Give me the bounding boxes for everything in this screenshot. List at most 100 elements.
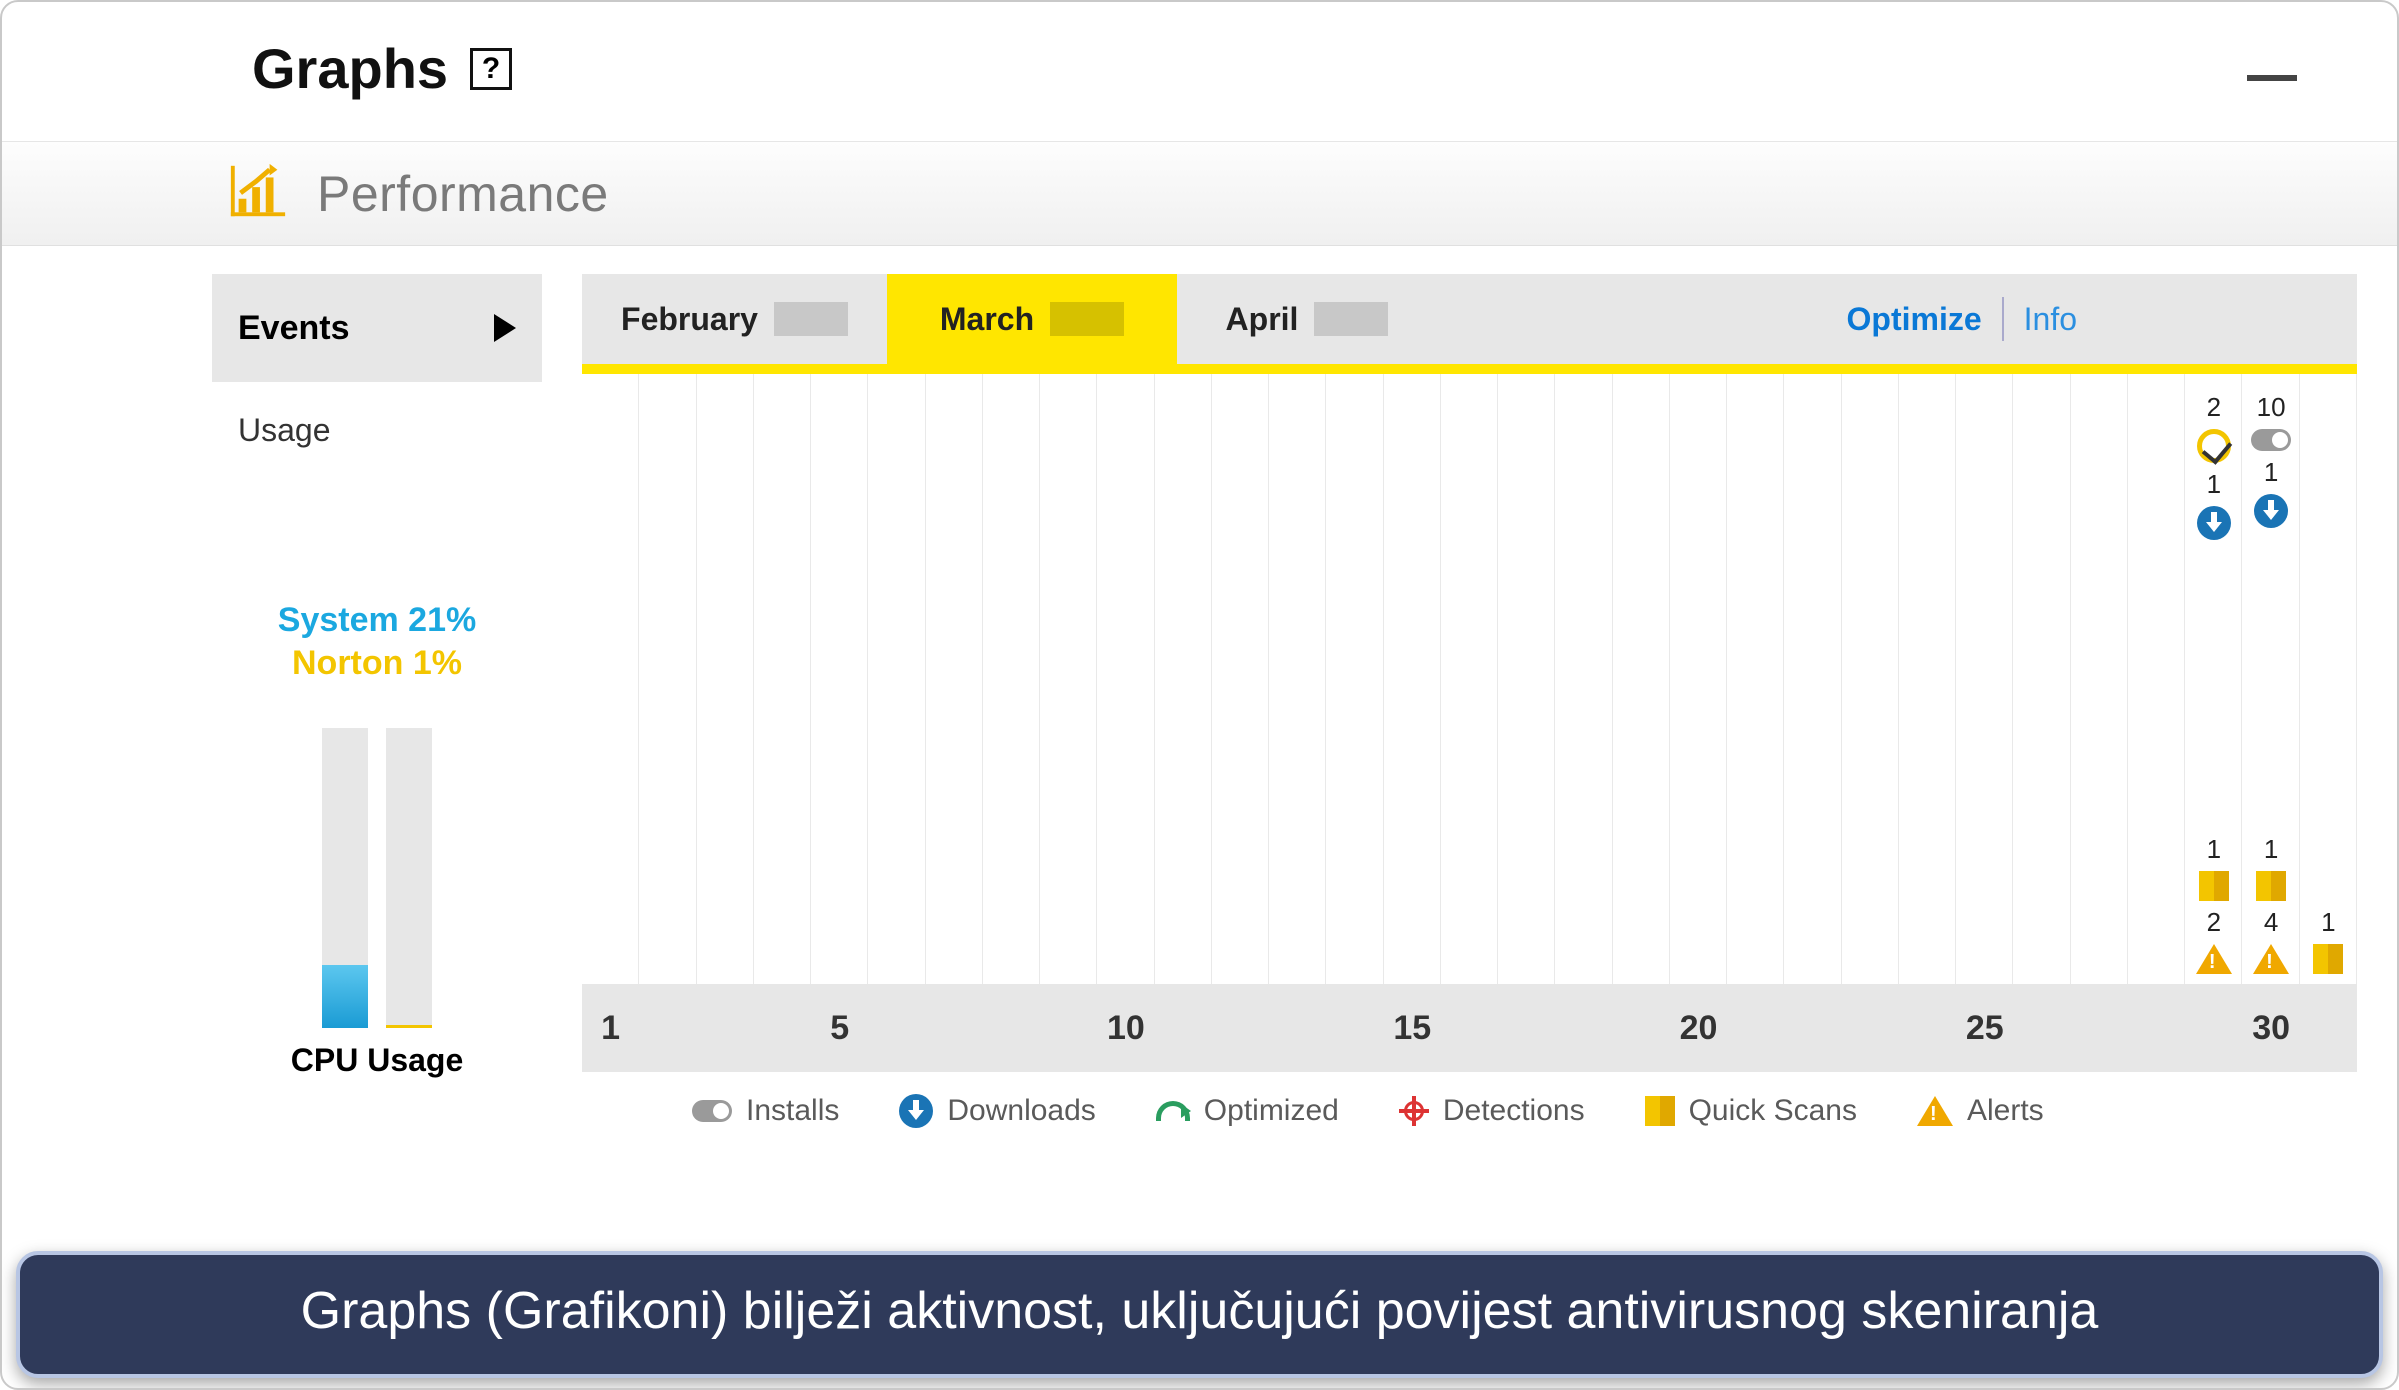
timeline-day-column[interactable] — [983, 374, 1040, 984]
title-left: Graphs ? — [252, 36, 512, 101]
month-tab-march[interactable]: March — [887, 274, 1177, 364]
legend-item-optimized: Optimized — [1156, 1094, 1339, 1128]
timeline-day-column[interactable] — [697, 374, 754, 984]
timeline-grid: 2112101141 — [582, 374, 2357, 984]
optimize-link[interactable]: Optimize — [1847, 301, 1982, 338]
alerts-icon — [1917, 1096, 1953, 1126]
caption-bar: Graphs (Grafikoni) bilježi aktivnost, uk… — [16, 1251, 2383, 1378]
xaxis-tick: 15 — [1393, 1009, 1431, 1048]
cpu-usage-lines: System 21% Norton 1% — [212, 599, 542, 684]
xaxis-tick: 5 — [830, 1009, 849, 1048]
timeline-day-column[interactable] — [639, 374, 696, 984]
legend-item-alerts: Alerts — [1917, 1094, 2044, 1128]
timeline-day-column[interactable] — [2071, 374, 2128, 984]
timeline-day-column[interactable] — [1899, 374, 1956, 984]
performance-header: Performance — [2, 141, 2397, 246]
caption-text: Graphs (Grafikoni) bilježi aktivnost, uk… — [301, 1282, 2099, 1340]
legend-label: Quick Scans — [1689, 1094, 1857, 1128]
window-title: Graphs — [252, 36, 448, 101]
timeline-day-column[interactable] — [754, 374, 811, 984]
legend-item-quickscans: Quick Scans — [1645, 1094, 1857, 1128]
performance-label: Performance — [317, 165, 609, 223]
cpu-bar-norton — [386, 728, 432, 1028]
timeline-day-column[interactable] — [1269, 374, 1326, 984]
timeline-day-column[interactable] — [1727, 374, 1784, 984]
cpu-bars — [212, 728, 542, 1028]
sidebar-usage-label: Usage — [238, 412, 331, 448]
chart-area: February March April Optimize Info — [582, 274, 2357, 1128]
sidebar: Events Usage System 21% Norton 1% CPU Us… — [212, 274, 542, 1079]
timeline-day-column[interactable] — [1842, 374, 1899, 984]
sidebar-events-label: Events — [238, 309, 350, 348]
optimized-icon — [1156, 1101, 1190, 1121]
legend-label: Installs — [746, 1094, 839, 1128]
timeline-day-column[interactable] — [582, 374, 639, 984]
timeline-day-column[interactable] — [1498, 374, 1555, 984]
timeline-day-column[interactable] — [1784, 374, 1841, 984]
cpu-usage-block: System 21% Norton 1% CPU Usage — [212, 599, 542, 1079]
legend-item-installs: Installs — [692, 1094, 839, 1128]
timeline-day-column[interactable] — [926, 374, 983, 984]
timeline-day-column[interactable] — [1097, 374, 1154, 984]
month-tab-february[interactable]: February — [582, 274, 887, 364]
chevron-right-icon — [494, 314, 516, 342]
month-swatch-icon — [1314, 302, 1388, 336]
legend-label: Downloads — [947, 1094, 1095, 1128]
performance-chart-icon — [227, 160, 289, 227]
window-controls — [2247, 57, 2337, 81]
help-icon[interactable]: ? — [470, 48, 512, 90]
legend-item-detections: Detections — [1399, 1094, 1585, 1128]
installs-icon — [692, 1100, 732, 1122]
timeline-day-column[interactable] — [1326, 374, 1383, 984]
legend-label: Detections — [1443, 1094, 1585, 1128]
xaxis-tick: 25 — [1966, 1009, 2004, 1048]
timeline-day-column[interactable] — [2242, 374, 2299, 984]
legend-label: Alerts — [1967, 1094, 2044, 1128]
downloads-icon — [899, 1094, 933, 1128]
legend-label: Optimized — [1204, 1094, 1339, 1128]
month-label-february: February — [621, 301, 758, 338]
timeline-day-column[interactable] — [1441, 374, 1498, 984]
timeline-day-column[interactable] — [1384, 374, 1441, 984]
separator — [2002, 297, 2004, 341]
timeline-day-column[interactable] — [2013, 374, 2070, 984]
timeline-day-column[interactable] — [1040, 374, 1097, 984]
timeline-day-column[interactable] — [1555, 374, 1612, 984]
timeline-day-column[interactable] — [1956, 374, 2013, 984]
cpu-norton-label: Norton 1% — [212, 642, 542, 685]
cpu-caption: CPU Usage — [212, 1042, 542, 1079]
content: Events Usage System 21% Norton 1% CPU Us… — [2, 246, 2397, 1128]
xaxis-tick: 10 — [1107, 1009, 1145, 1048]
xaxis-tick: 20 — [1680, 1009, 1718, 1048]
minimize-button[interactable] — [2247, 57, 2297, 81]
months-row: February March April Optimize Info — [582, 274, 2357, 364]
detections-icon — [1399, 1096, 1429, 1126]
timeline-day-column[interactable] — [1670, 374, 1727, 984]
titlebar: Graphs ? — [2, 2, 2397, 121]
timeline-day-column[interactable] — [811, 374, 868, 984]
legend: Installs Downloads Optimized Detections … — [582, 1072, 2357, 1128]
xaxis-tick: 1 — [601, 1009, 620, 1048]
month-underline — [582, 364, 2357, 374]
month-label-march: March — [940, 301, 1034, 338]
graphs-window: Graphs ? Performance — [0, 0, 2399, 1390]
month-swatch-icon — [774, 302, 848, 336]
month-links: Optimize Info — [1847, 297, 2358, 341]
month-label-april: April — [1226, 301, 1299, 338]
cpu-bar-system — [322, 728, 368, 1028]
timeline-day-column[interactable] — [1155, 374, 1212, 984]
timeline-day-column[interactable] — [1212, 374, 1269, 984]
timeline-day-column[interactable] — [2300, 374, 2357, 984]
timeline-day-column[interactable] — [2185, 374, 2242, 984]
timeline-xaxis: 151015202530 — [582, 984, 2357, 1072]
quickscans-icon — [1645, 1096, 1675, 1126]
info-link[interactable]: Info — [2024, 301, 2077, 338]
month-tab-april[interactable]: April — [1177, 274, 1437, 364]
sidebar-item-usage[interactable]: Usage — [212, 382, 542, 479]
timeline-day-column[interactable] — [1613, 374, 1670, 984]
timeline-day-column[interactable] — [868, 374, 925, 984]
sidebar-item-events[interactable]: Events — [212, 274, 542, 382]
xaxis-tick: 30 — [2252, 1009, 2290, 1048]
timeline-day-column[interactable] — [2128, 374, 2185, 984]
cpu-system-label: System 21% — [212, 599, 542, 642]
